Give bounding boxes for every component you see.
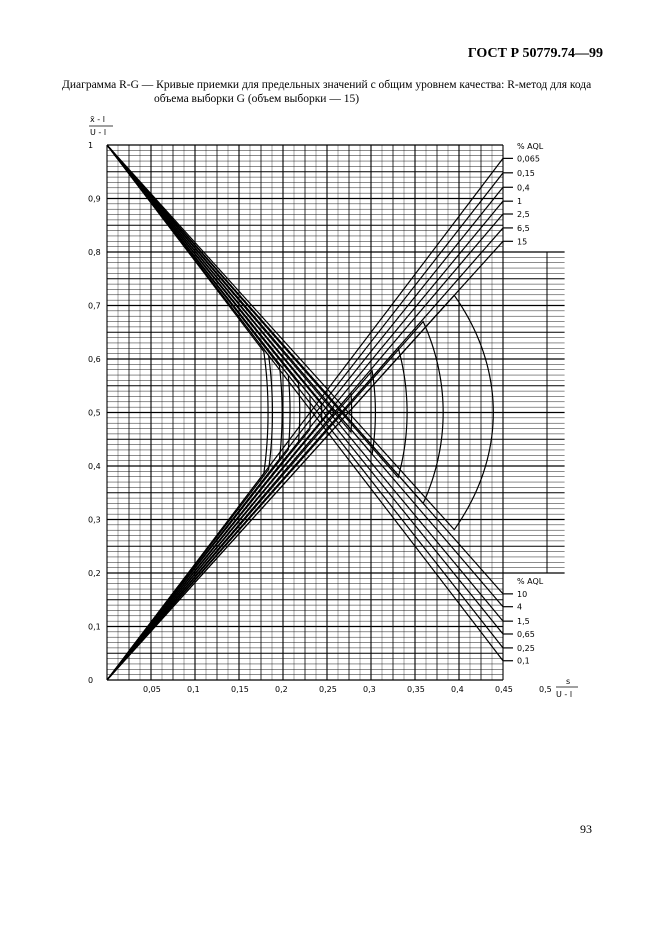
acceptance-curve	[106, 144, 494, 681]
curve-extension-line	[106, 144, 504, 595]
acceptance-curve	[106, 144, 323, 681]
diagram-caption: Диаграмма R-G — Кривые приемки для преде…	[62, 78, 602, 106]
chart-grid	[106, 144, 565, 681]
aql-label: 6,5	[517, 224, 530, 233]
aql-label: 10	[517, 590, 527, 599]
page-number: 93	[580, 822, 592, 836]
x-tick-label: 0,3	[363, 685, 376, 694]
curve-extension-line	[106, 144, 504, 662]
y-tick-label: 0,5	[88, 409, 101, 418]
aql-label: 1,5	[517, 617, 530, 626]
y-tick-label: 0,3	[88, 516, 101, 525]
x-axis-label-numerator: s	[566, 677, 570, 686]
acceptance-curve	[106, 144, 444, 681]
acceptance-curve	[106, 144, 301, 681]
y-tick-label: 0,8	[88, 248, 101, 257]
aql-label: 15	[517, 237, 527, 246]
aql-label: 4	[517, 603, 522, 612]
x-tick-label: 0,45	[495, 685, 513, 694]
x-tick-label: 0,4	[451, 685, 464, 694]
y-tick-label: 0,4	[88, 462, 101, 471]
acceptance-curve	[106, 144, 311, 681]
acceptance-curve	[106, 144, 377, 681]
curve-extension-line	[106, 144, 504, 635]
y-axis-label-numerator: x̄ - l	[90, 115, 105, 124]
acceptance-curve	[106, 144, 408, 681]
caption-line-2: объема выборки G (объем выборки — 15)	[154, 93, 360, 105]
y-tick-label: 0,7	[88, 302, 101, 311]
x-tick-label: 0,25	[319, 685, 337, 694]
y-tick-label: 0,6	[88, 355, 101, 364]
acceptance-curve	[106, 144, 291, 681]
aql-label: 2,5	[517, 210, 530, 219]
x-tick-label: 0,5	[539, 685, 552, 694]
y-tick-label: 1	[88, 141, 93, 150]
aql-label: 0,4	[517, 183, 530, 192]
legend-lower-title: % AQL	[517, 577, 544, 586]
aql-label: 1	[517, 197, 522, 206]
x-tick-label: 0,2	[275, 685, 288, 694]
curve-extension-line	[106, 240, 504, 681]
acceptance-curve	[106, 144, 269, 681]
chart-labels: x̄ - l U - l s U - l % AQL % AQL 0 0,1 0,2…	[88, 115, 578, 699]
y-axis-label-denominator: U - l	[90, 128, 106, 137]
y-tick-label: 0,2	[88, 569, 101, 578]
x-tick-label: 0,15	[231, 685, 249, 694]
x-tick-label: 0,35	[407, 685, 425, 694]
y-tick-label: 0,9	[88, 195, 101, 204]
aql-label: 0,65	[517, 630, 535, 639]
x-tick-label: 0,05	[143, 685, 161, 694]
x-tick-label: 0,1	[187, 685, 200, 694]
acceptance-curve	[106, 144, 353, 681]
y-tick-label: 0,1	[88, 623, 101, 632]
aql-label: 0,15	[517, 169, 535, 178]
aql-label: 0,25	[517, 644, 535, 653]
curve-extension-line	[106, 144, 504, 649]
acceptance-curve	[106, 144, 274, 681]
caption-line-1: Диаграмма R-G — Кривые приемки для преде…	[62, 79, 592, 91]
legend-upper-title: % AQL	[517, 142, 544, 151]
curve-extension-line	[106, 144, 504, 608]
x-axis-label-denominator: U - l	[556, 690, 572, 699]
aql-label: 0,065	[517, 154, 540, 163]
aql-label: 0,1	[517, 657, 530, 666]
y-tick-label: 0	[88, 676, 93, 685]
acceptance-curve	[106, 144, 283, 681]
curve-extension-line	[106, 144, 504, 622]
standard-header: ГОСТ Р 50779.74—99	[467, 46, 603, 61]
chart-curves	[106, 144, 513, 681]
